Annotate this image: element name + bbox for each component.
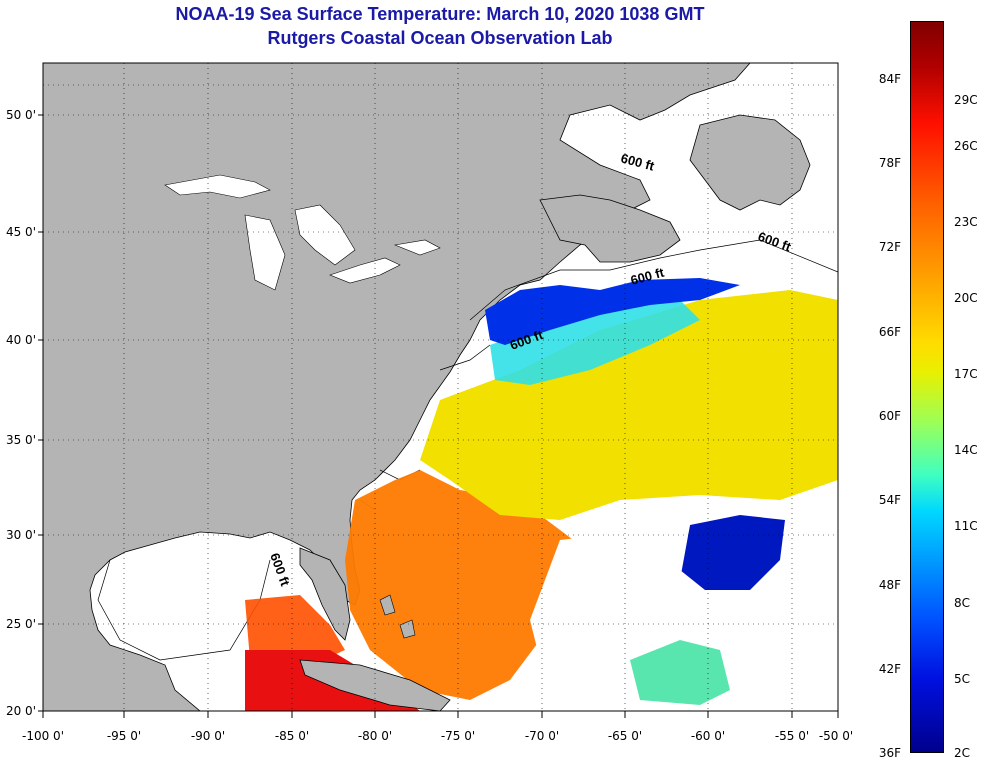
graticule (43, 63, 838, 711)
cloud-mask-area (530, 525, 690, 680)
colorbar-fahrenheit-label: 48F (878, 578, 902, 592)
longitude-label: -55 0' (774, 729, 810, 743)
land-newfoundland (689, 114, 811, 211)
latitude-label: 40 0' (5, 333, 36, 347)
latitude-label: 45 0' (5, 225, 36, 239)
land-bahamas (379, 594, 416, 639)
sst-slope-cyan (490, 300, 700, 385)
longitude-label: -80 0' (357, 729, 393, 743)
latitude-label: 50 0' (5, 108, 36, 122)
sst-shelf-blue (485, 278, 740, 345)
colorbar-fahrenheit-label: 78F (878, 156, 902, 170)
colorbar-fahrenheit-label: 84F (878, 72, 902, 86)
colorbar-celsius-label: 14C (954, 443, 978, 457)
colorbar-celsius-label: 5C (954, 672, 971, 686)
great-lakes (164, 174, 441, 291)
latitude-label: 30 0' (5, 528, 36, 542)
colorbar-fahrenheit-label: 72F (878, 240, 902, 254)
colorbar-celsius-label: 23C (954, 215, 978, 229)
longitude-label: -50 0' (818, 729, 854, 743)
longitude-label: -100 0' (22, 729, 64, 743)
latitude-label: 35 0' (5, 433, 36, 447)
longitude-label: -85 0' (274, 729, 310, 743)
land-nova-scotia (539, 194, 681, 263)
longitude-label: -95 0' (106, 729, 142, 743)
colorbar-fahrenheit-label: 60F (878, 409, 902, 423)
colorbar-fahrenheit-label: 42F (878, 662, 902, 676)
colorbar-celsius-label: 20C (954, 291, 978, 305)
colorbar-fahrenheit-label: 66F (878, 325, 902, 339)
latitude-label: 20 0' (5, 704, 36, 718)
colorbar-celsius-label: 29C (954, 93, 978, 107)
longitude-label: -70 0' (524, 729, 560, 743)
latitude-label: 25 0' (5, 617, 36, 631)
colorbar-celsius-label: 26C (954, 139, 978, 153)
map-title: NOAA-19 Sea Surface Temperature: March 1… (175, 4, 705, 24)
map-subtitle: Rutgers Coastal Ocean Observation Lab (267, 28, 613, 48)
sst-atlantic-yellow (420, 290, 838, 520)
land-florida (299, 547, 351, 641)
longitude-label: -90 0' (190, 729, 226, 743)
colorbar-celsius-label: 8C (954, 596, 971, 610)
colorbar-celsius-label: 2C (954, 746, 971, 760)
map-frame (42, 62, 839, 712)
sst-east-cold-blue (680, 515, 785, 590)
colorbar-fahrenheit-label: 36F (878, 746, 902, 760)
colorbar-celsius-label: 17C (954, 367, 978, 381)
colorbar-fahrenheit-label: 54F (878, 493, 902, 507)
longitude-label: -60 0' (690, 729, 726, 743)
temperature-colorbar (910, 21, 944, 753)
sst-southeast-green (630, 640, 730, 705)
longitude-label: -75 0' (440, 729, 476, 743)
axis-ticks (38, 114, 839, 718)
longitude-label: -65 0' (607, 729, 643, 743)
colorbar-celsius-label: 11C (954, 519, 978, 533)
land-cuba (299, 659, 451, 711)
